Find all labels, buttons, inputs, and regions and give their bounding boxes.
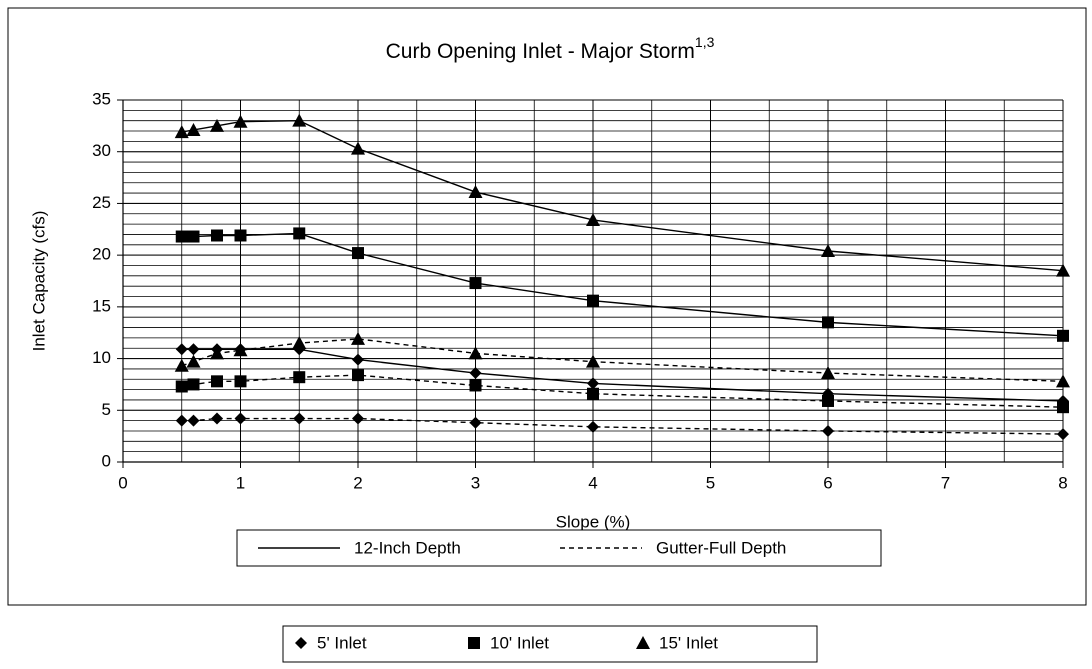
marker-square <box>469 379 482 392</box>
marker-triangle <box>174 358 189 372</box>
marker-diamond <box>234 412 247 425</box>
marker-triangle <box>186 122 201 136</box>
marker-triangle <box>351 331 365 345</box>
marker-diamond <box>469 367 482 380</box>
x-tick-label: 8 <box>1058 473 1067 492</box>
marker-triangle <box>233 114 248 128</box>
y-tick-label: 35 <box>92 89 111 108</box>
line-legend <box>236 529 882 567</box>
series-line <box>181 232 1064 337</box>
y-tick-label: 0 <box>102 451 111 470</box>
chart-title: Curb Opening Inlet - Major Storm1,3 <box>386 34 715 63</box>
x-axis-label: Slope (%) <box>556 512 631 531</box>
marker-diamond <box>352 412 364 425</box>
marker-legend <box>282 625 818 663</box>
marker-square <box>234 375 247 388</box>
marker-triangle <box>210 346 224 360</box>
marker-diamond <box>211 412 223 425</box>
marker-square <box>587 294 599 307</box>
marker-square <box>1057 329 1069 342</box>
legend-label: 10' Inlet <box>490 633 549 652</box>
marker-triangle <box>636 636 650 649</box>
x-tick-label: 6 <box>823 473 832 492</box>
marker-square <box>822 394 834 407</box>
marker-diamond <box>295 637 307 649</box>
marker-square <box>175 380 188 393</box>
y-tick-label: 25 <box>92 193 111 212</box>
marker-triangle <box>821 366 835 380</box>
y-tick-label: 30 <box>92 141 111 160</box>
marker-triangle <box>351 141 365 155</box>
marker-square <box>468 637 480 649</box>
marker-square <box>211 229 223 242</box>
legend-label: 12-Inch Depth <box>354 538 461 557</box>
marker-square <box>352 369 364 382</box>
marker-triangle <box>1056 374 1070 388</box>
series-line <box>181 119 1064 272</box>
series-line <box>181 338 1064 383</box>
x-tick-label: 0 <box>118 473 127 492</box>
marker-diamond <box>293 412 306 425</box>
y-tick-label: 10 <box>92 348 111 367</box>
legend-label: 15' Inlet <box>659 633 718 652</box>
marker-square <box>211 375 223 388</box>
marker-square <box>293 371 306 384</box>
marker-square <box>187 230 200 243</box>
marker-diamond <box>352 353 364 366</box>
marker-diamond <box>822 424 834 437</box>
x-tick-label: 3 <box>471 473 480 492</box>
x-tick-label: 2 <box>353 473 362 492</box>
x-tick-label: 5 <box>706 473 715 492</box>
title-main: Curb Opening Inlet - Major Storm <box>386 40 695 63</box>
x-tick-label: 1 <box>236 473 245 492</box>
marker-triangle <box>468 185 483 199</box>
marker-diamond <box>1057 428 1069 441</box>
marker-square <box>293 227 306 240</box>
marker-triangle <box>821 244 835 258</box>
marker-triangle <box>292 113 307 127</box>
y-tick-label: 15 <box>92 296 111 315</box>
marker-triangle <box>586 354 600 368</box>
marker-triangle <box>210 118 224 132</box>
marker-square <box>187 378 200 391</box>
marker-triangle <box>233 343 248 357</box>
series-line <box>181 348 1064 402</box>
marker-square <box>469 277 482 290</box>
marker-square <box>1057 401 1069 414</box>
marker-triangle <box>174 125 189 139</box>
marker-square <box>234 229 247 242</box>
series-line <box>181 417 1064 435</box>
marker-triangle <box>1056 263 1070 277</box>
marker-diamond <box>187 414 200 427</box>
series-line <box>181 374 1064 408</box>
marker-diamond <box>469 416 482 429</box>
y-tick-label: 20 <box>92 245 111 264</box>
marker-square <box>175 230 188 243</box>
legend-label: Gutter-Full Depth <box>656 538 786 557</box>
marker-triangle <box>292 336 307 350</box>
marker-triangle <box>586 212 600 226</box>
title-superscript: 1,3 <box>695 34 715 50</box>
marker-square <box>822 316 834 329</box>
legend-label: 5' Inlet <box>317 633 367 652</box>
marker-diamond <box>587 377 599 390</box>
marker-diamond <box>587 420 599 433</box>
marker-triangle <box>468 346 483 360</box>
marker-diamond <box>175 343 188 356</box>
marker-triangle <box>186 354 201 368</box>
marker-square <box>587 387 599 400</box>
marker-diamond <box>175 414 188 427</box>
marker-square <box>352 247 364 260</box>
y-axis-label: Inlet Capacity (cfs) <box>29 211 48 352</box>
marker-diamond <box>187 343 200 356</box>
y-tick-label: 5 <box>102 400 111 419</box>
x-tick-label: 7 <box>941 473 950 492</box>
x-tick-label: 4 <box>588 473 597 492</box>
